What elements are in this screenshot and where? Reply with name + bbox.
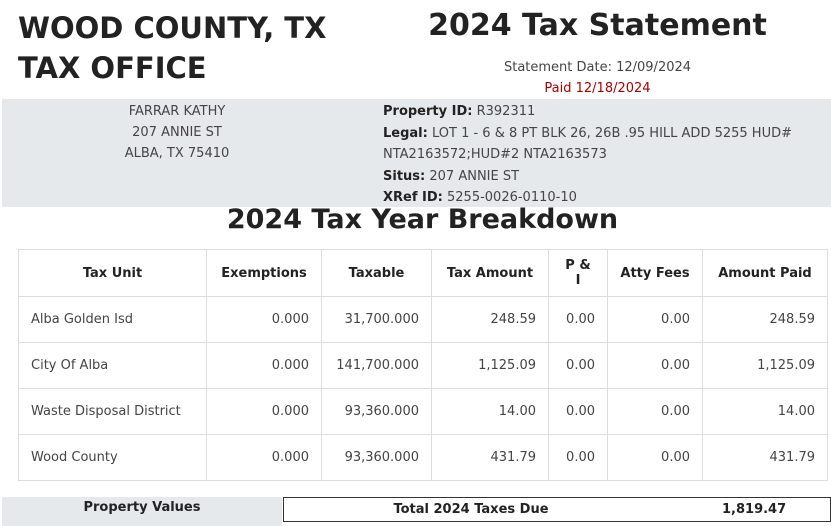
property-field: Situs: 207 ANNIE ST xyxy=(383,166,823,188)
owner-line: ALBA, TX 75410 xyxy=(124,146,230,161)
table-cell: 0.00 xyxy=(607,342,703,389)
owner-block: FARRAR KATHY 207 ANNIE ST ALBA, TX 75410 xyxy=(62,101,292,164)
table-cell: 0.00 xyxy=(548,296,608,343)
table-cell: 1,125.09 xyxy=(431,342,549,389)
table-cell: 0.000 xyxy=(206,434,322,481)
column-header: Atty Fees xyxy=(607,249,703,297)
property-block: Property ID: R392311 Legal: LOT 1 - 6 & 8… xyxy=(383,101,823,209)
column-header: P & I xyxy=(548,249,608,297)
table-cell: 93,360.000 xyxy=(321,388,432,435)
breakdown-table: Tax Unit Exemptions Taxable Tax Amount P & I… xyxy=(18,249,828,481)
table-row: City Of Alba 0.000 141,700.000 1,125.09 0.00… xyxy=(18,342,828,389)
field-label: XRef ID: xyxy=(383,190,443,205)
table-cell: 1,125.09 xyxy=(702,342,828,389)
table-cell: 14.00 xyxy=(431,388,549,435)
table-cell: 0.00 xyxy=(548,434,608,481)
column-header: Amount Paid xyxy=(702,249,828,297)
property-field: Legal: LOT 1 - 6 & 8 PT BLK 26, 26B .95 … xyxy=(383,123,823,166)
table-cell: 0.000 xyxy=(206,296,322,343)
statement-title: 2024 Tax Statement xyxy=(428,8,767,43)
field-label: Situs: xyxy=(383,168,426,184)
table-cell: Wood County xyxy=(18,434,207,481)
table-cell: 431.79 xyxy=(702,434,828,481)
table-cell: 0.00 xyxy=(607,296,703,343)
table-cell: 0.00 xyxy=(607,388,703,435)
info-band xyxy=(2,99,831,207)
total-box: Total 2024 Taxes Due 1,819.47 xyxy=(283,497,831,522)
table-row: Alba Golden Isd 0.000 31,700.000 248.59 0.00… xyxy=(18,296,828,343)
total-value: 1,819.47 xyxy=(722,502,787,517)
breakdown-title: 2024 Tax Year Breakdown xyxy=(226,204,619,235)
column-header: Exemptions xyxy=(206,249,322,297)
table-cell: 0.00 xyxy=(548,388,608,435)
table-cell: 248.59 xyxy=(702,296,828,343)
header-row: Tax Unit Exemptions Taxable Tax Amount P & I… xyxy=(18,249,828,297)
column-header: Tax Unit xyxy=(18,249,207,297)
office-line: TAX OFFICE xyxy=(18,51,207,85)
field-value: 5255-0026-0110-10 xyxy=(447,190,577,205)
table-cell: 31,700.000 xyxy=(321,296,432,343)
column-header: Taxable xyxy=(321,249,432,297)
field-value: 207 ANNIE ST xyxy=(429,168,520,184)
table-cell: 0.000 xyxy=(206,388,322,435)
table-cell: 141,700.000 xyxy=(321,342,432,389)
table-row: Waste Disposal District 0.000 93,360.000 14… xyxy=(18,388,828,435)
table-cell: Waste Disposal District xyxy=(18,388,207,435)
total-label: Total 2024 Taxes Due xyxy=(393,502,549,517)
property-field: XRef ID: 5255-0026-0110-10 xyxy=(383,187,823,209)
table-cell: 431.79 xyxy=(431,434,549,481)
property-values-header: Property Values xyxy=(2,497,282,526)
field-label: Legal: xyxy=(383,125,428,141)
table-cell: 0.00 xyxy=(548,342,608,389)
office-line: WOOD COUNTY, TX xyxy=(18,11,327,45)
table-cell: 93,360.000 xyxy=(321,434,432,481)
paid-date: Paid 12/18/2024 xyxy=(544,81,651,96)
field-value: LOT 1 - 6 & 8 PT BLK 26, 26B .95 HILL AD… xyxy=(383,125,792,163)
owner-line: 207 ANNIE ST xyxy=(132,125,222,140)
table-row: Wood County 0.000 93,360.000 431.79 0.00 0.00… xyxy=(18,434,828,481)
field-label: Property ID: xyxy=(383,104,473,119)
table-cell: 0.00 xyxy=(607,434,703,481)
column-header: Tax Amount xyxy=(431,249,549,297)
table-cell: 248.59 xyxy=(431,296,549,343)
office-name: WOOD COUNTY, TX TAX OFFICE xyxy=(18,8,326,88)
statement-date: Statement Date: 12/09/2024 xyxy=(503,60,692,75)
property-field: Property ID: R392311 xyxy=(383,101,823,123)
table-cell: City Of Alba xyxy=(18,342,207,389)
owner-line: FARRAR KATHY xyxy=(128,104,226,119)
table-cell: Alba Golden Isd xyxy=(18,296,207,343)
table-cell: 0.000 xyxy=(206,342,322,389)
field-value: R392311 xyxy=(476,104,536,119)
table-cell: 14.00 xyxy=(702,388,828,435)
